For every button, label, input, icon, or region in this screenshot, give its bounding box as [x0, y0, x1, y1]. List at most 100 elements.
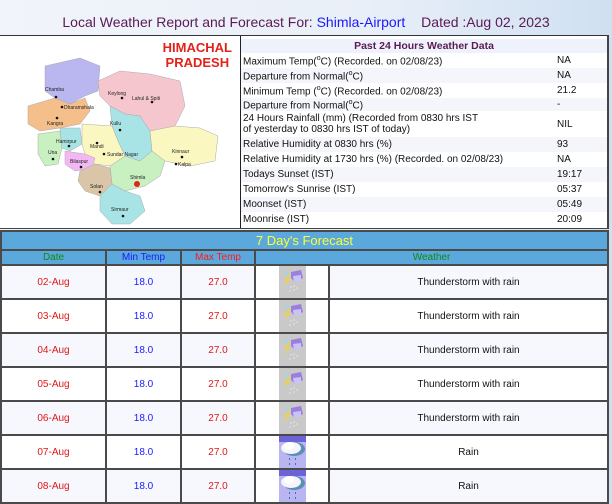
state-map: Chamba Keylong Lahul & Spiti Dharamshala Ka…: [0, 36, 241, 228]
forecast-icon-cell: [254, 400, 330, 436]
obs-value: NA: [557, 55, 571, 66]
col-header-weather: Weather: [254, 249, 609, 266]
forecast-min-temp: 18.0: [105, 434, 182, 470]
thunderstorm-rain-icon: [279, 402, 306, 434]
forecast-date: 08-Aug: [0, 468, 107, 504]
forecast-weather: Thunderstorm with rain: [328, 264, 609, 300]
obs-label: Departure from Normal(oC): [243, 70, 364, 83]
col-header-max-temp: Max Temp: [180, 249, 256, 266]
forecast-max-temp: 27.0: [180, 366, 256, 402]
table-row: 04-Aug 18.0 27.0 Thunderstorm with rain: [0, 332, 609, 368]
svg-text:Bilaspur: Bilaspur: [70, 159, 88, 165]
svg-text:Lahul & Spiti: Lahul & Spiti: [132, 96, 160, 102]
obs-value: NA: [557, 154, 571, 165]
obs-label: Tomorrow's Sunrise (IST): [243, 184, 356, 195]
obs-row: Tomorrow's Sunrise (IST) 05:37: [241, 182, 607, 197]
obs-label: Relative Humidity at 0830 hrs (%): [243, 139, 392, 150]
obs-row: Relative Humidity at 0830 hrs (%) 93: [241, 137, 607, 152]
obs-value: 05:49: [557, 199, 583, 210]
obs-row: Departure from Normal(oC) -: [241, 98, 607, 112]
table-row: 05-Aug 18.0 27.0 Thunderstorm with rain: [0, 366, 609, 402]
obs-value: -: [557, 99, 561, 110]
col-header-min-temp: Min Temp: [105, 249, 182, 266]
obs-value: 20:09: [557, 214, 583, 225]
forecast-date: 03-Aug: [0, 298, 107, 334]
svg-text:Sirmaur: Sirmaur: [111, 207, 129, 213]
forecast-weather: Thunderstorm with rain: [328, 332, 609, 368]
forecast-max-temp: 27.0: [180, 400, 256, 436]
forecast-min-temp: 18.0: [105, 264, 182, 300]
rain-icon: [279, 436, 306, 468]
thunderstorm-rain-icon: [279, 368, 306, 400]
forecast-max-temp: 27.0: [180, 264, 256, 300]
svg-text:Una: Una: [48, 150, 57, 156]
svg-text:Shimla: Shimla: [130, 175, 146, 181]
title-prefix: Local Weather Report and Forecast For:: [62, 14, 313, 30]
current-report-panel: Chamba Keylong Lahul & Spiti Dharamshala Ka…: [0, 35, 609, 229]
forecast-weather: Thunderstorm with rain: [328, 298, 609, 334]
obs-label: Relative Humidity at 1730 hrs (%) (Recor…: [243, 154, 504, 165]
obs-value: NA: [557, 70, 571, 81]
obs-row: 24 Hours Rainfall (mm) (Recorded from 08…: [241, 111, 607, 137]
svg-text:Chamba: Chamba: [45, 87, 64, 93]
forecast-icon-cell: [254, 366, 330, 402]
forecast-date: 04-Aug: [0, 332, 107, 368]
station-name: Shimla-Airport: [316, 14, 406, 30]
table-row: 06-Aug 18.0 27.0 Thunderstorm with rain: [0, 400, 609, 436]
obs-row: Minimum Temp (oC) (Recorded. on 02/08/23…: [241, 83, 607, 98]
svg-text:Keylong: Keylong: [108, 91, 126, 97]
forecast-date: 07-Aug: [0, 434, 107, 470]
forecast-date: 05-Aug: [0, 366, 107, 402]
thunderstorm-rain-icon: [279, 300, 306, 332]
obs-label: Moonrise (IST): [243, 214, 310, 225]
obs-row: Moonrise (IST) 20:09: [241, 212, 607, 227]
table-row: 03-Aug 18.0 27.0 Thunderstorm with rain: [0, 298, 609, 334]
forecast-icon-cell: [254, 434, 330, 470]
obs-value: 19:17: [557, 169, 583, 180]
obs-value: 93: [557, 139, 569, 150]
forecast-min-temp: 18.0: [105, 366, 182, 402]
forecast-caption: 7 Day's Forecast: [0, 230, 609, 251]
forecast-max-temp: 27.0: [180, 332, 256, 368]
forecast-icon-cell: [254, 298, 330, 334]
obs-value: 21.2: [557, 85, 577, 96]
map-title: HIMACHAL PRADESH: [163, 40, 232, 70]
page-title: Local Weather Report and Forecast For: S…: [0, 14, 612, 30]
forecast-min-temp: 18.0: [105, 298, 182, 334]
obs-value: NIL: [557, 118, 573, 130]
obs-row: Maximum Temp(oC) (Recorded. on 02/08/23)…: [241, 53, 607, 68]
map-title-line2: PRADESH: [165, 55, 230, 70]
forecast-icon-cell: [254, 332, 330, 368]
obs-row: Relative Humidity at 1730 hrs (%) (Recor…: [241, 152, 607, 167]
table-row: 02-Aug 18.0 27.0 Thunderstorm with rain: [0, 264, 609, 300]
table-row: 08-Aug 18.0 27.0 Rain: [0, 468, 609, 504]
svg-text:Kangra: Kangra: [47, 121, 63, 127]
forecast-min-temp: 18.0: [105, 332, 182, 368]
forecast-max-temp: 27.0: [180, 468, 256, 504]
svg-text:Mandi: Mandi: [90, 144, 104, 150]
forecast-max-temp: 27.0: [180, 434, 256, 470]
forecast-min-temp: 18.0: [105, 400, 182, 436]
rain-icon: [279, 470, 306, 502]
forecast-weather: Rain: [328, 468, 609, 504]
past-24h-heading: Past 24 Hours Weather Data: [241, 39, 607, 53]
thunderstorm-rain-icon: [279, 266, 306, 298]
col-header-date: Date: [0, 249, 107, 266]
obs-label: Minimum Temp (oC) (Recorded. on 02/08/23…: [243, 85, 443, 98]
forecast-table: 7 Day's Forecast Date Min Temp Max Temp …: [0, 230, 609, 504]
forecast-icon-cell: [254, 468, 330, 504]
forecast-icon-cell: [254, 264, 330, 300]
himachal-map-icon: Chamba Keylong Lahul & Spiti Dharamshala Ka…: [27, 57, 219, 225]
svg-text:Kullu: Kullu: [110, 121, 121, 127]
forecast-min-temp: 18.0: [105, 468, 182, 504]
forecast-weather: Thunderstorm with rain: [328, 400, 609, 436]
forecast-weather: Rain: [328, 434, 609, 470]
svg-text:Dharamshala: Dharamshala: [64, 105, 94, 111]
thunderstorm-rain-icon: [279, 334, 306, 366]
obs-row: Departure from Normal(oC) NA: [241, 68, 607, 83]
svg-text:Sundar Nagar: Sundar Nagar: [107, 152, 138, 158]
svg-text:Solan: Solan: [90, 184, 103, 190]
forecast-weather: Thunderstorm with rain: [328, 366, 609, 402]
table-row: 07-Aug 18.0 27.0 Rain: [0, 434, 609, 470]
obs-label: Maximum Temp(oC) (Recorded. on 02/08/23): [243, 55, 443, 68]
